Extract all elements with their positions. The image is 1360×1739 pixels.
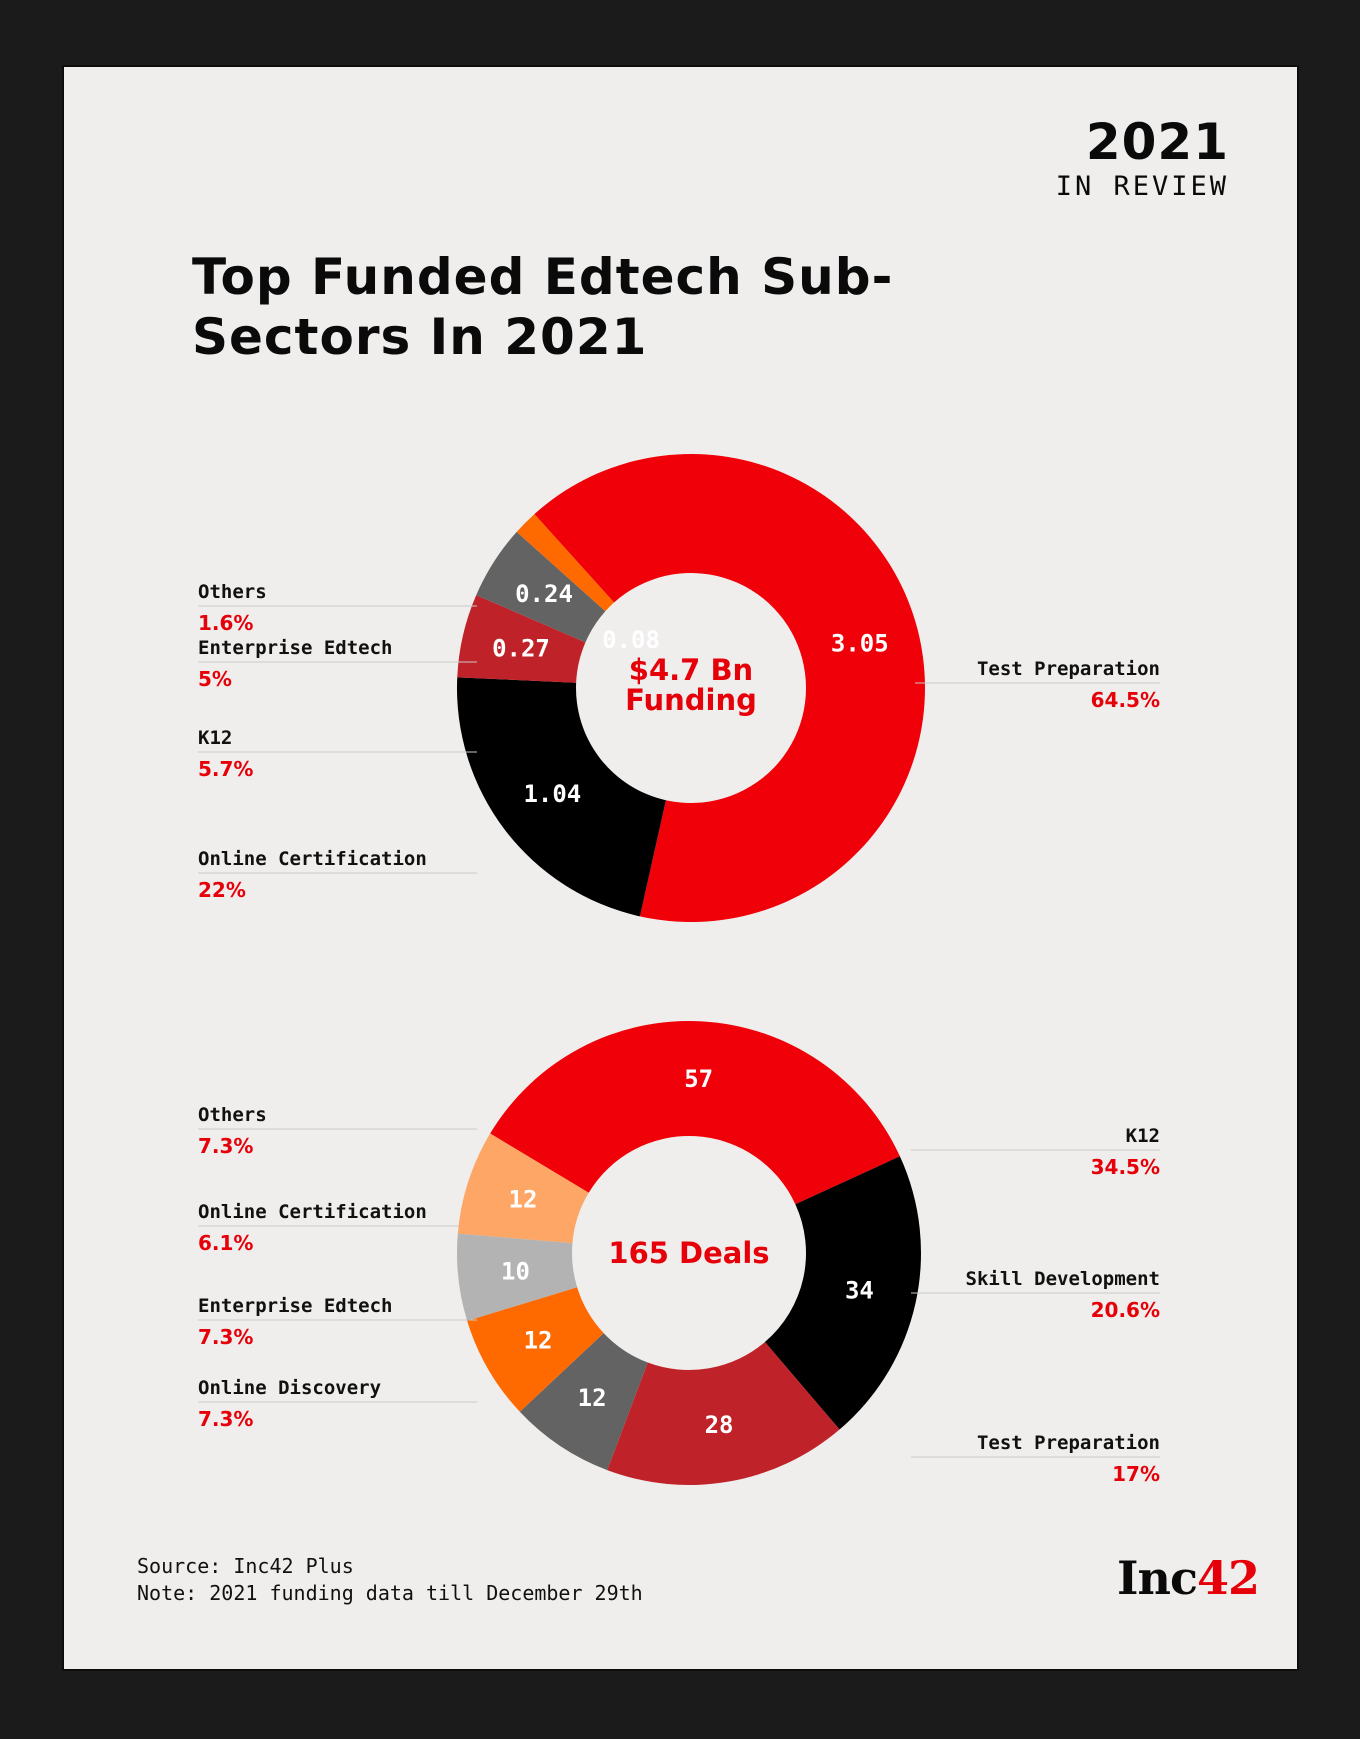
percent-label: 6.1% (198, 1231, 253, 1255)
slice-online-discovery (519, 1333, 648, 1471)
year-number: 2021 (1085, 113, 1229, 171)
percent-label: 64.5% (1091, 688, 1160, 712)
slice-value-label: 10 (501, 1258, 530, 1286)
funding-donut-chart: 3.05 Test Preparation 64.5% 1.04 Online Cert… (198, 454, 1160, 922)
category-label: Others (198, 1104, 267, 1126)
category-label: Enterprise Edtech (198, 637, 392, 659)
inc42-logo: Inc42 (1117, 1551, 1260, 1605)
slice-value-label: 12 (578, 1384, 607, 1412)
percent-label: 1.6% (198, 611, 253, 635)
category-label: K12 (198, 727, 232, 749)
category-label: Skill Development (966, 1268, 1160, 1290)
center-label: Funding (625, 683, 757, 717)
slice-others (516, 514, 615, 612)
slice-online-certification (457, 1233, 578, 1321)
category-label: Online Certification (198, 848, 427, 870)
slice-k12 (457, 595, 586, 683)
slice-skill-development (764, 1156, 922, 1430)
slice-value-label: 28 (705, 1411, 734, 1439)
slice-k12 (490, 1020, 900, 1205)
year-subtitle: IN REVIEW (1055, 171, 1229, 202)
category-label: Enterprise Edtech (198, 1295, 392, 1317)
slice-enterprise-edtech (467, 1287, 604, 1412)
source-note: Source: Inc42 Plus (137, 1554, 354, 1578)
percent-label: 5% (198, 667, 232, 691)
slice-value-label: 57 (684, 1065, 713, 1093)
slice-value-label: 12 (524, 1326, 553, 1354)
logo-accent: 42 (1196, 1551, 1260, 1605)
category-label: Test Preparation (977, 1432, 1160, 1454)
percent-label: 20.6% (1091, 1298, 1160, 1322)
slice-enterprise-edtech (476, 531, 606, 643)
slice-value-label: 0.24 (515, 580, 573, 608)
slice-others (457, 1133, 589, 1244)
slice-online-certification (457, 677, 666, 917)
category-label: K12 (1126, 1125, 1160, 1147)
center-label: $4.7 Bn (629, 653, 753, 687)
percent-label: 34.5% (1091, 1155, 1160, 1179)
percent-label: 7.3% (198, 1325, 253, 1349)
slice-value-label: 12 (509, 1185, 538, 1213)
data-note: Note: 2021 funding data till December 29… (137, 1581, 643, 1605)
slice-value-label: 1.04 (523, 780, 581, 808)
category-label: Others (198, 581, 267, 603)
slice-value-label: 0.08 (602, 626, 660, 654)
percent-label: 17% (1112, 1462, 1160, 1486)
footer-notes: Source: Inc42 Plus Note: 2021 funding da… (137, 1553, 643, 1607)
slice-test-preparation (534, 454, 926, 922)
slice-test-preparation (607, 1342, 840, 1485)
page-title: Top Funded Edtech Sub-Sectors In 2021 (192, 248, 894, 366)
deals-donut-chart: 57 K12 34.5% 34 Skill Development 20.6% 28 Test… (198, 1020, 1160, 1486)
category-label: Test Preparation (977, 658, 1160, 680)
year-badge: 2021 IN REVIEW (1056, 117, 1229, 202)
slice-value-label: 0.27 (492, 635, 550, 663)
logo-text: Inc (1117, 1551, 1198, 1605)
slice-value-label: 3.05 (831, 630, 889, 658)
center-label: 165 Deals (608, 1236, 769, 1270)
percent-label: 22% (198, 878, 246, 902)
slice-value-label: 34 (845, 1277, 874, 1305)
category-label: Online Discovery (198, 1377, 381, 1399)
percent-label: 7.3% (198, 1134, 253, 1158)
percent-label: 5.7% (198, 757, 253, 781)
percent-label: 7.3% (198, 1407, 253, 1431)
category-label: Online Certification (198, 1201, 427, 1223)
